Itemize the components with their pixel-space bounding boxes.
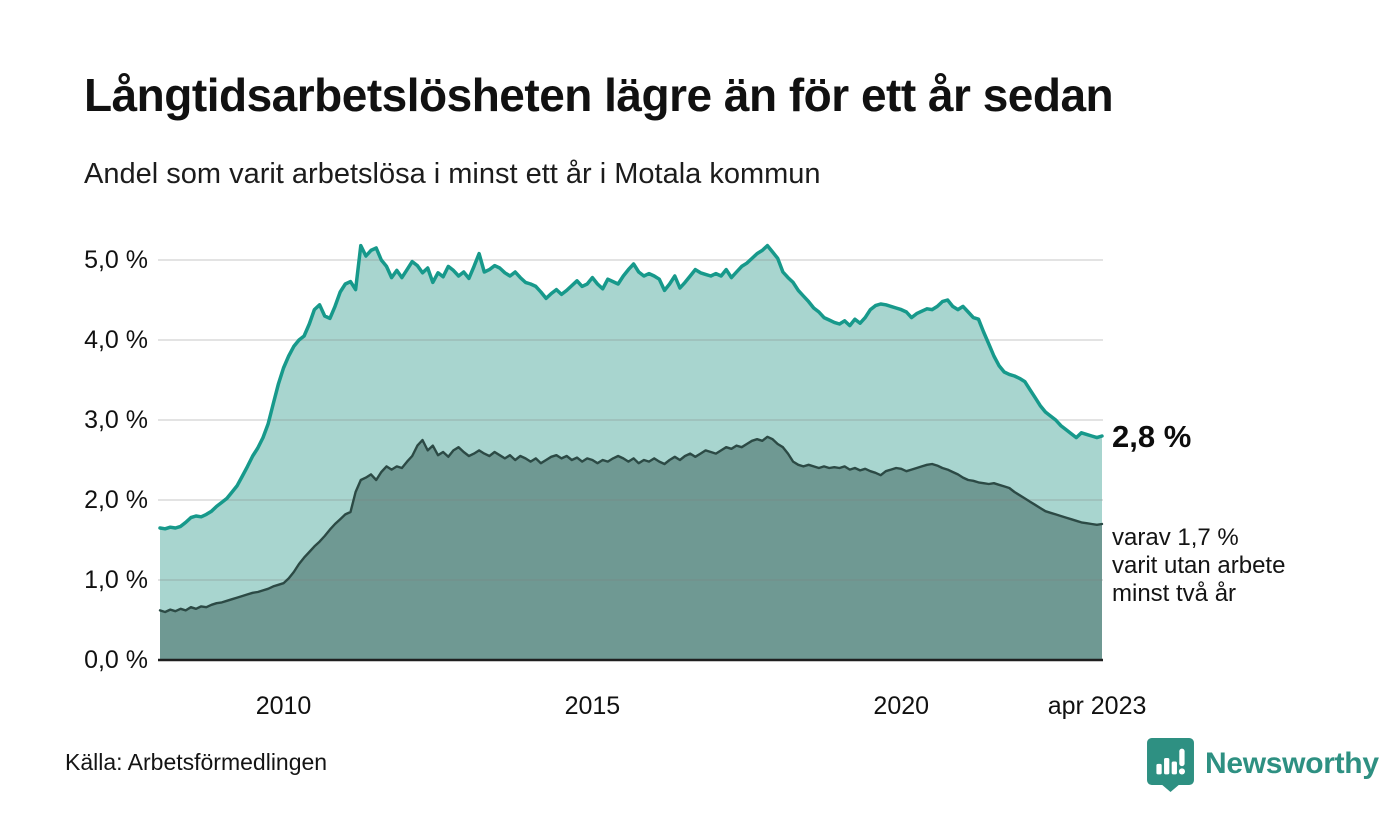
x-tick-label: apr 2023 — [1047, 692, 1147, 720]
y-tick-label: 5,0 % — [84, 246, 148, 274]
subseries-annotation-line: minst två år — [1112, 580, 1237, 607]
y-tick-label: 3,0 % — [84, 406, 148, 434]
series-end-value-label: 2,8 % — [1112, 419, 1192, 454]
subseries-annotation: varav 1,7 % varit utan arbete minst två … — [1112, 524, 1285, 608]
page-title: Långtidsarbetslösheten lägre än för ett … — [84, 69, 1114, 121]
brand-logo: Newsworthy — [1147, 738, 1379, 792]
page-subtitle: Andel som varit arbetslösa i minst ett å… — [84, 158, 821, 190]
source-attribution: Källa: Arbetsförmedlingen — [65, 749, 328, 775]
y-tick-label: 2,0 % — [84, 486, 148, 514]
brand-name: Newsworthy — [1205, 747, 1379, 780]
line-total — [158, 243, 1104, 531]
area-two-years-fill — [160, 436, 1102, 660]
x-tick-label: 2020 — [873, 692, 930, 720]
newsworthy-icon — [1147, 738, 1194, 792]
x-tick-label: 2010 — [255, 692, 312, 720]
y-tick-label: 0,0 % — [84, 646, 148, 674]
x-tick-label: 2015 — [564, 692, 621, 720]
y-tick-label: 4,0 % — [84, 326, 148, 354]
y-tick-label: 1,0 % — [84, 566, 148, 594]
subseries-annotation-line: varit utan arbete — [1112, 552, 1286, 579]
line-two-years — [158, 435, 1104, 614]
subseries-annotation-line: varav 1,7 % — [1112, 524, 1239, 551]
